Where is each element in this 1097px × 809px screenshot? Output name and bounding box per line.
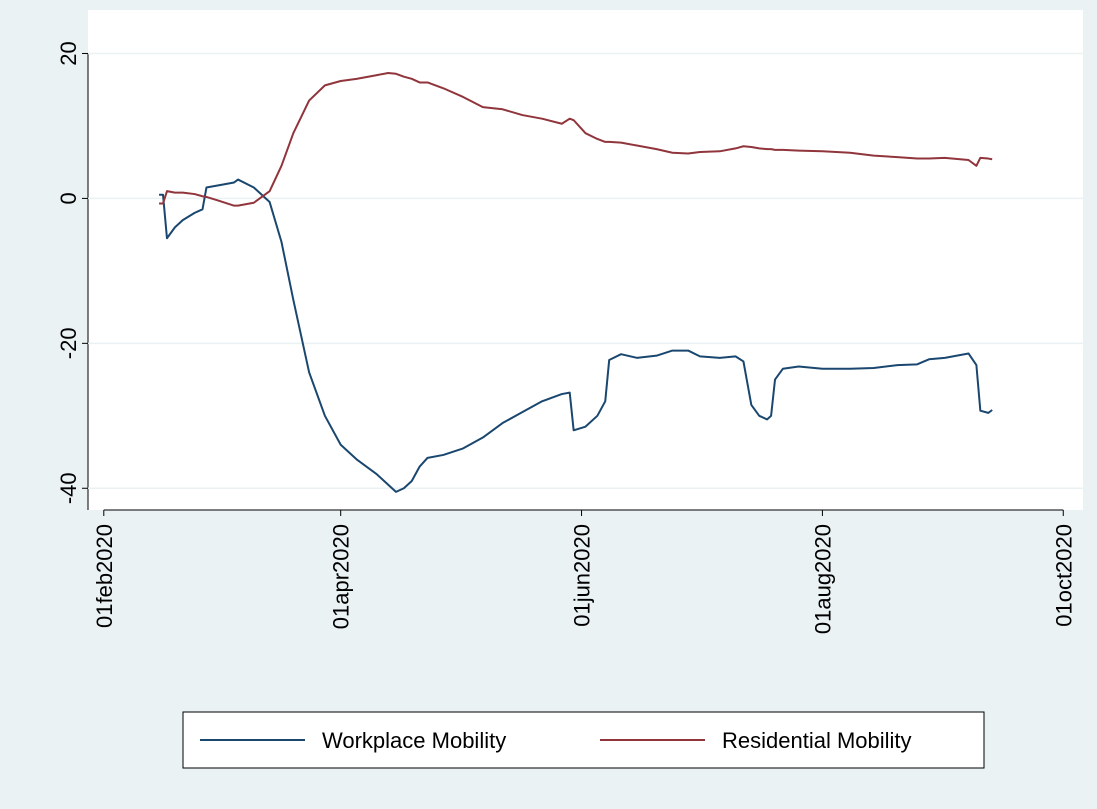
x-tick-label: 01oct2020 <box>1051 524 1076 627</box>
series-line <box>159 178 993 493</box>
y-tick-label: -20 <box>56 327 81 359</box>
x-tick-label: 01aug2020 <box>810 524 835 634</box>
legend-label: Workplace Mobility <box>322 728 506 753</box>
series-line <box>159 72 993 207</box>
legend <box>182 711 985 769</box>
x-tick-label: 01feb2020 <box>92 524 117 628</box>
y-tick-label: -40 <box>56 472 81 504</box>
x-tick-label: 01jun2020 <box>570 524 595 627</box>
x-tick-label: 01apr2020 <box>329 524 354 629</box>
y-tick-label: 20 <box>56 41 81 65</box>
plot-region <box>88 10 1083 510</box>
y-tick-label: 0 <box>56 192 81 204</box>
legend-label: Residential Mobility <box>722 728 912 753</box>
